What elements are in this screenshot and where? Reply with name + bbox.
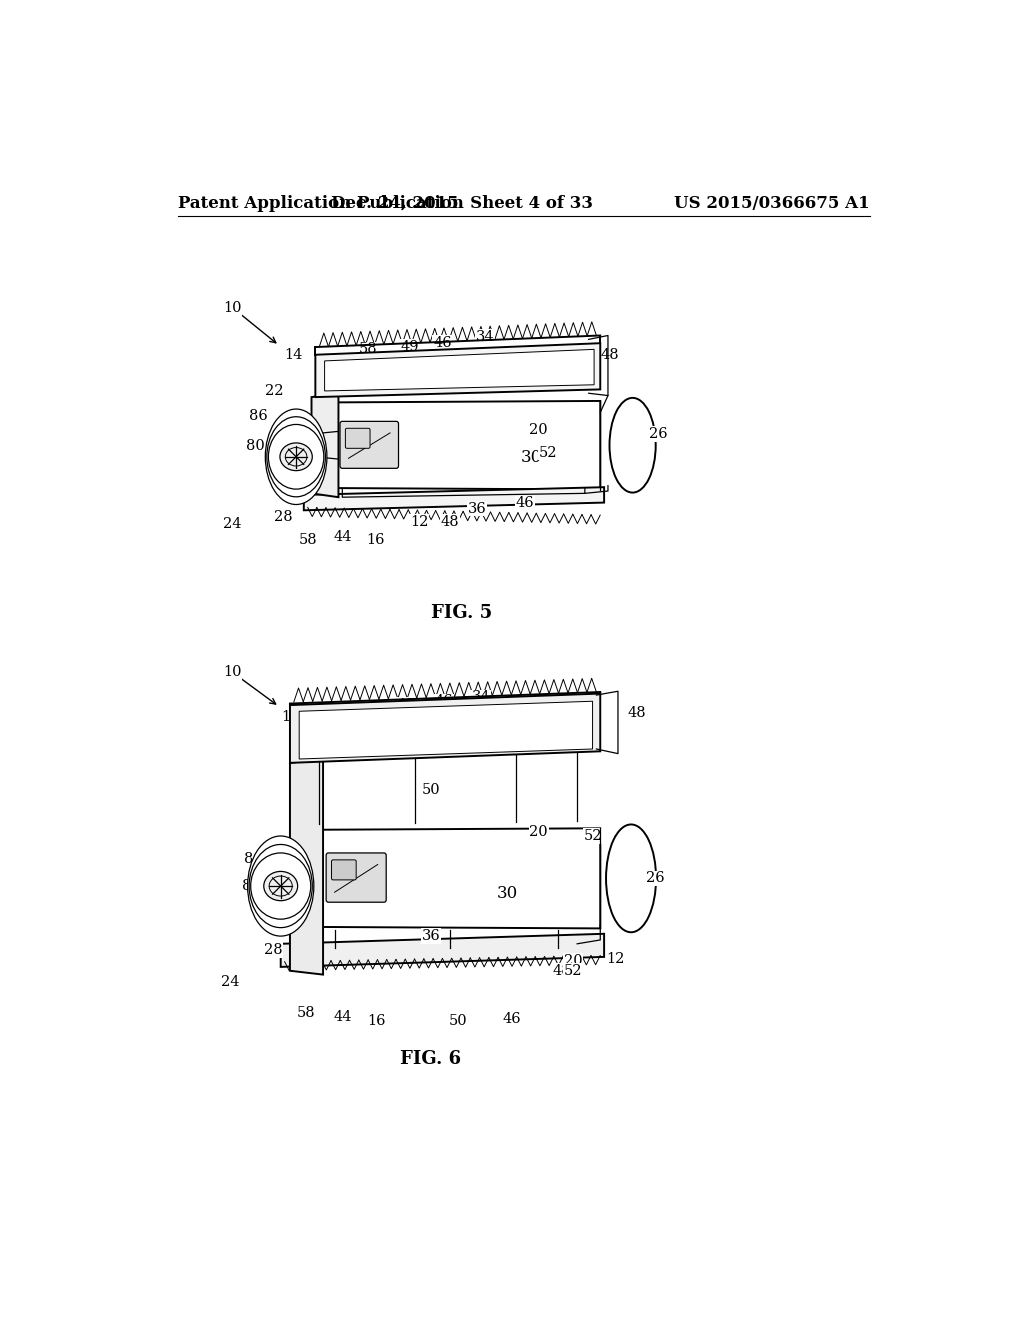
Text: 14: 14 <box>285 347 303 362</box>
Text: 24: 24 <box>221 975 240 989</box>
Text: FIG. 6: FIG. 6 <box>400 1051 462 1068</box>
Text: Dec. 24, 2015  Sheet 4 of 33: Dec. 24, 2015 Sheet 4 of 33 <box>331 194 593 211</box>
Text: 36: 36 <box>422 929 440 942</box>
Text: 58: 58 <box>352 702 371 715</box>
Text: 50: 50 <box>449 1014 467 1028</box>
Polygon shape <box>315 343 600 397</box>
Ellipse shape <box>249 845 312 928</box>
Text: 46: 46 <box>515 496 535 511</box>
Polygon shape <box>304 487 604 511</box>
Text: 30: 30 <box>520 449 542 466</box>
Text: 52: 52 <box>564 964 583 978</box>
Text: 28: 28 <box>264 942 283 957</box>
Polygon shape <box>290 759 323 974</box>
Ellipse shape <box>265 409 327 504</box>
Text: 80: 80 <box>246 438 264 453</box>
Polygon shape <box>290 693 600 763</box>
Ellipse shape <box>280 444 312 471</box>
Text: 30: 30 <box>498 886 518 903</box>
Text: 46: 46 <box>434 694 454 709</box>
Text: 52: 52 <box>539 446 557 459</box>
Text: 20: 20 <box>564 954 583 968</box>
Text: 52: 52 <box>584 829 602 843</box>
Text: 80: 80 <box>242 879 261 894</box>
Text: 10: 10 <box>223 301 242 314</box>
FancyBboxPatch shape <box>326 853 386 903</box>
Text: 86: 86 <box>245 853 263 866</box>
Text: 44: 44 <box>334 1010 352 1024</box>
Text: 22: 22 <box>265 384 284 397</box>
Text: 26: 26 <box>646 871 665 886</box>
Text: 48: 48 <box>600 347 618 362</box>
Text: 48: 48 <box>628 706 646 719</box>
Text: 48: 48 <box>440 515 460 529</box>
Text: 58: 58 <box>297 1006 315 1020</box>
Text: 50: 50 <box>422 783 440 797</box>
Text: Patent Application Publication: Patent Application Publication <box>178 194 464 211</box>
Text: 49: 49 <box>397 698 416 711</box>
Polygon shape <box>315 401 600 490</box>
Text: 12: 12 <box>606 952 625 966</box>
Ellipse shape <box>251 853 310 919</box>
Text: 14: 14 <box>282 710 300 723</box>
Text: 58: 58 <box>358 342 377 356</box>
Text: 48: 48 <box>552 964 571 978</box>
Ellipse shape <box>606 825 656 932</box>
Text: US 2015/0366675 A1: US 2015/0366675 A1 <box>674 194 869 211</box>
FancyBboxPatch shape <box>332 859 356 880</box>
Text: 86: 86 <box>249 409 267 424</box>
Text: 46: 46 <box>503 1012 521 1026</box>
Polygon shape <box>300 829 600 928</box>
FancyBboxPatch shape <box>345 428 370 449</box>
Text: 16: 16 <box>367 533 385 548</box>
Text: 12: 12 <box>411 515 428 529</box>
Text: 10: 10 <box>223 665 242 678</box>
Text: FIG. 5: FIG. 5 <box>431 603 493 622</box>
Ellipse shape <box>267 417 326 496</box>
Text: 20: 20 <box>529 424 548 437</box>
Ellipse shape <box>268 425 324 490</box>
Ellipse shape <box>248 836 313 936</box>
Text: 20: 20 <box>529 825 548 840</box>
Text: 34: 34 <box>472 690 490 705</box>
Text: 46: 46 <box>433 337 452 350</box>
Ellipse shape <box>609 397 655 492</box>
Text: 44: 44 <box>333 531 351 544</box>
Text: 34: 34 <box>475 330 494 345</box>
Text: 16: 16 <box>368 1014 386 1028</box>
Ellipse shape <box>264 871 298 900</box>
Text: 58: 58 <box>298 532 317 546</box>
Polygon shape <box>281 933 604 966</box>
FancyBboxPatch shape <box>340 421 398 469</box>
Polygon shape <box>311 393 339 498</box>
Polygon shape <box>299 701 593 759</box>
Text: 49: 49 <box>400 341 419 354</box>
Text: 36: 36 <box>468 502 486 516</box>
Text: 28: 28 <box>273 511 292 524</box>
Text: 24: 24 <box>223 517 242 531</box>
Text: 26: 26 <box>648 428 668 441</box>
Polygon shape <box>315 432 339 459</box>
Polygon shape <box>325 350 594 391</box>
